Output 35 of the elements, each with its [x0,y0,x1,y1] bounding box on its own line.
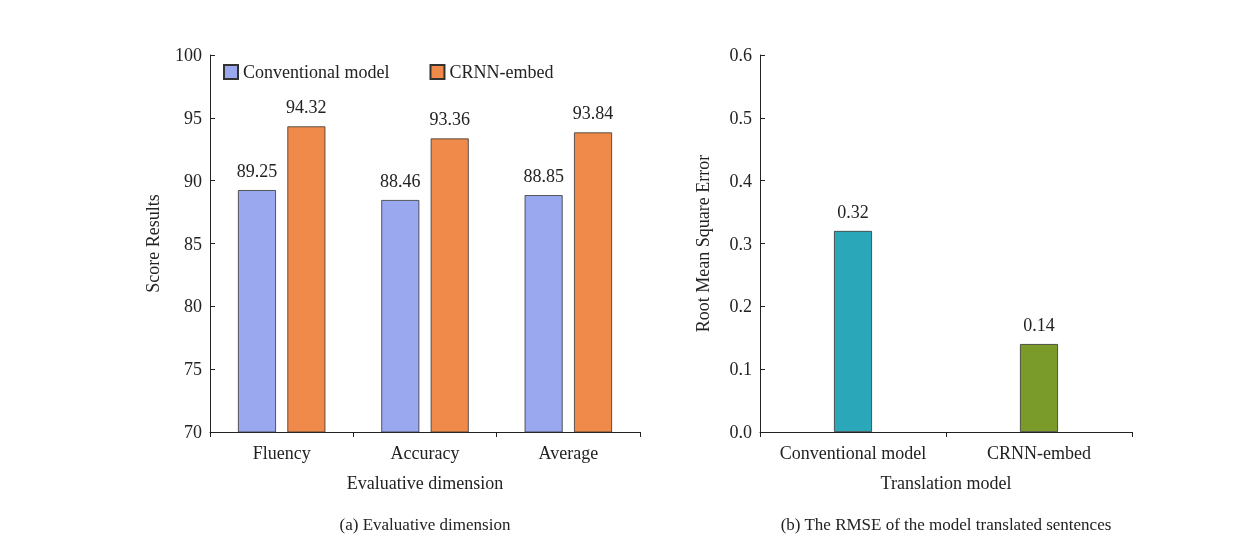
x-tick-label: CRNN-embed [987,443,1091,463]
data-label: 0.32 [837,201,869,222]
data-label: 88.85 [523,166,564,187]
y-axis-title: Score Results [143,194,163,293]
x-tick-label: Conventional model [779,443,927,463]
data-label: 89.25 [236,161,278,182]
x-axis-title: Translation model [880,473,1012,493]
x-tick-label: Fluency [252,443,311,463]
y-tick-label: 95 [184,107,202,128]
legend-label: CRNN-embed [449,62,554,82]
data-label: 93.36 [429,109,470,130]
data-label: 88.46 [380,171,421,192]
y-tick-label: 85 [184,233,202,254]
text: (b) The RMSE of the model translated sentences [780,514,1112,534]
y-tick-label: 0.3 [729,233,752,254]
y-tick-label: 75 [184,359,202,380]
y-tick-label: 0.2 [729,296,752,317]
y-tick-label: 0.1 [729,359,752,380]
y-axis-title: Root Mean Square Error [693,154,713,333]
y-tick-label: 100 [175,45,202,65]
y-tick-label: 0.0 [729,422,752,442]
y-tick-label: 90 [184,170,202,191]
x-axis-title: Evaluative dimension [346,473,504,493]
y-tick-label: 0.6 [729,45,752,65]
data-label: 93.84 [572,103,614,124]
data-label: 94.32 [286,97,327,118]
legend-label: Conventional model [243,62,390,82]
y-tick-label: 0.5 [729,107,752,128]
text: (a) Evaluative dimension [339,514,511,534]
y-tick-label: 80 [184,296,202,317]
y-tick-label: 0.4 [729,170,752,191]
x-tick-label: Accuracy [390,443,460,463]
data-label: 0.14 [1023,315,1055,336]
y-tick-label: 70 [184,422,202,442]
x-tick-label: Average [538,443,599,463]
